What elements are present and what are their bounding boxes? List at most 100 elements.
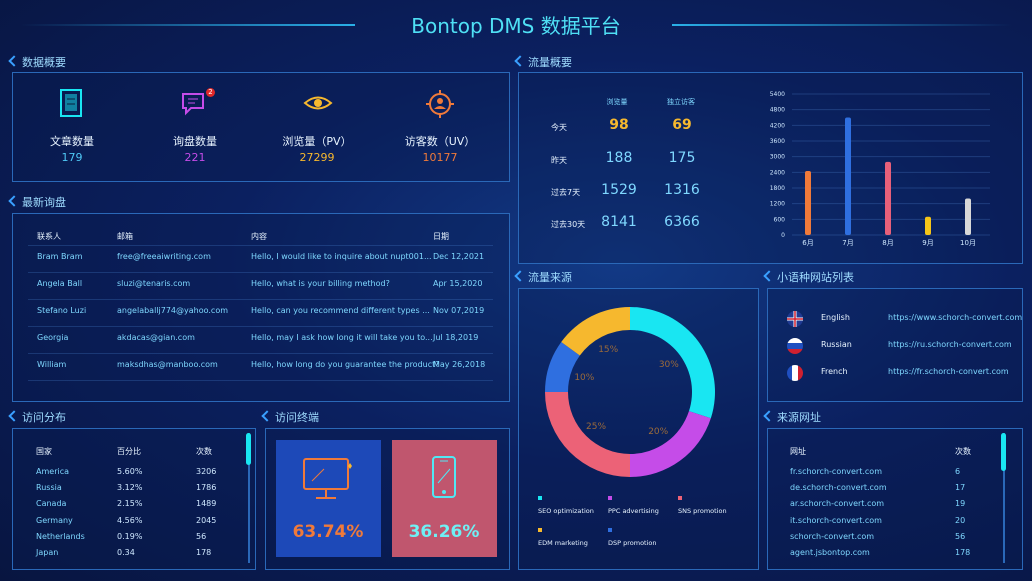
x-tick-label: 6月 (802, 239, 813, 247)
pv-value: 98 (609, 117, 629, 133)
inquiry-cell: May 26,2018 (433, 360, 486, 369)
slice-label: 25% (586, 422, 606, 432)
distribution-cell: Germany (36, 515, 73, 525)
distribution-cell: 2045 (196, 515, 217, 525)
sites-panel (767, 288, 1023, 402)
referrer-cell: ar.schorch-convert.com (790, 499, 885, 509)
distribution-cell: 1786 (196, 483, 217, 493)
distribution-panel (12, 428, 256, 570)
referrer-cell: de.schorch-convert.com (790, 483, 887, 493)
x-tick-label: 9月 (922, 239, 933, 247)
article-icon (60, 89, 82, 117)
inquiry-cell: Hello, how long do you guarantee the pro… (251, 360, 440, 369)
title-line (20, 24, 355, 26)
overview-panel (12, 72, 510, 182)
row-divider (28, 326, 493, 327)
x-tick-label: 10月 (960, 239, 976, 247)
site-url: https://www.schorch-convert.com (888, 313, 1023, 322)
y-tick-label: 4800 (770, 107, 785, 114)
section-title: 流量概要 (516, 54, 572, 70)
y-tick-label: 5400 (770, 91, 785, 98)
inquiry-cell: Angela Ball (37, 279, 83, 288)
pv-value: 188 (605, 150, 633, 166)
badge: 2 (206, 88, 215, 97)
slice-label: 15% (598, 345, 618, 355)
y-tick-label: 1800 (770, 185, 785, 192)
mobile-card (392, 440, 497, 557)
overview-value: 10177 (422, 151, 458, 164)
uv-value: 1316 (664, 182, 700, 198)
terminal-share: 36.26% (408, 522, 480, 542)
inquiry-cell: Apr 15,2020 (433, 279, 483, 288)
legend-label: EDM marketing (538, 539, 588, 547)
overview-label: 浏览量（PV） (282, 135, 352, 148)
eye-icon (303, 96, 333, 110)
distribution-cell: 1489 (196, 499, 217, 509)
legend-label: SEO optimization (538, 507, 594, 515)
row-divider (28, 353, 493, 354)
section-title: 来源网址 (765, 409, 821, 425)
section-title: 数据概要 (10, 54, 66, 70)
inquiry-cell: free@freeaiwriting.com (117, 252, 211, 261)
site-url: https://fr.schorch-convert.com (888, 367, 1009, 376)
inquiry-cell: Hello, may I ask how long it will take y… (251, 333, 433, 342)
x-tick-label: 8月 (882, 239, 893, 247)
referrer-cell: fr.schorch-convert.com (790, 467, 882, 476)
legend-swatch (608, 528, 612, 532)
donut-slice (630, 306, 715, 419)
inquiry-cell: maksdhas@manboo.com (117, 360, 218, 369)
referrer-column: 网址 (790, 447, 806, 456)
y-tick-label: 1200 (770, 201, 785, 208)
referrer-cell: 178 (955, 548, 971, 557)
slice-label: 20% (648, 427, 668, 437)
pv-value: 1529 (601, 182, 637, 198)
distribution-column: 国家 (36, 447, 52, 456)
donut-slice (545, 342, 580, 392)
inquiry-cell: angelaballj774@yahoo.com (117, 306, 228, 315)
donut-slice (630, 411, 711, 477)
referrer-cell: schorch-convert.com (790, 531, 875, 541)
scroll-track (1003, 433, 1005, 563)
slice-label: 10% (574, 373, 594, 383)
scroll-thumb[interactable] (1001, 433, 1006, 471)
distribution-cell: Japan (36, 548, 59, 557)
inquiry-cell: Bram Bram (37, 252, 83, 261)
y-tick-label: 600 (774, 216, 786, 223)
overview-label: 访客数（UV） (404, 135, 476, 148)
site-language: French (821, 367, 848, 376)
overview-label: 文章数量 (50, 135, 94, 148)
overview-label: 询盘数量 (173, 135, 217, 148)
inquiry-cell: Nov 07,2019 (433, 306, 485, 315)
legend-swatch (608, 496, 612, 500)
inquiry-column: 邮箱 (117, 232, 133, 241)
title-line (672, 24, 1012, 26)
site-url: https://ru.schorch-convert.com (888, 340, 1012, 349)
traffic-column: 独立访客 (667, 98, 695, 106)
section-title: 最新询盘 (10, 194, 66, 210)
x-tick-label: 7月 (842, 239, 853, 247)
distribution-column: 百分比 (117, 447, 141, 456)
legend-swatch (678, 496, 682, 500)
inquiry-cell: William (37, 360, 67, 369)
inquiry-column: 日期 (433, 232, 449, 241)
overview-value: 179 (61, 151, 83, 164)
distribution-cell: 2.15% (117, 499, 143, 509)
distribution-cell: 56 (196, 531, 207, 541)
uv-value: 69 (672, 117, 692, 133)
y-tick-label: 3000 (770, 154, 785, 161)
legend-swatch (538, 528, 542, 532)
referrer-cell: 17 (955, 483, 966, 493)
scroll-thumb[interactable] (246, 433, 251, 465)
referrer-cell: 6 (955, 467, 961, 476)
inquiry-cell: Hello, can you recommend different types… (251, 306, 430, 315)
section-title: 访问分布 (10, 409, 66, 425)
visitor-icon (426, 90, 454, 118)
inquiry-cell: Jul 18,2019 (433, 333, 479, 342)
slice-label: 30% (659, 360, 679, 370)
distribution-cell: Russia (36, 483, 62, 493)
section-title: 访问终端 (263, 409, 319, 425)
donut-slice (545, 392, 630, 477)
overview-value: 221 (184, 151, 206, 164)
scroll-track (248, 433, 250, 563)
